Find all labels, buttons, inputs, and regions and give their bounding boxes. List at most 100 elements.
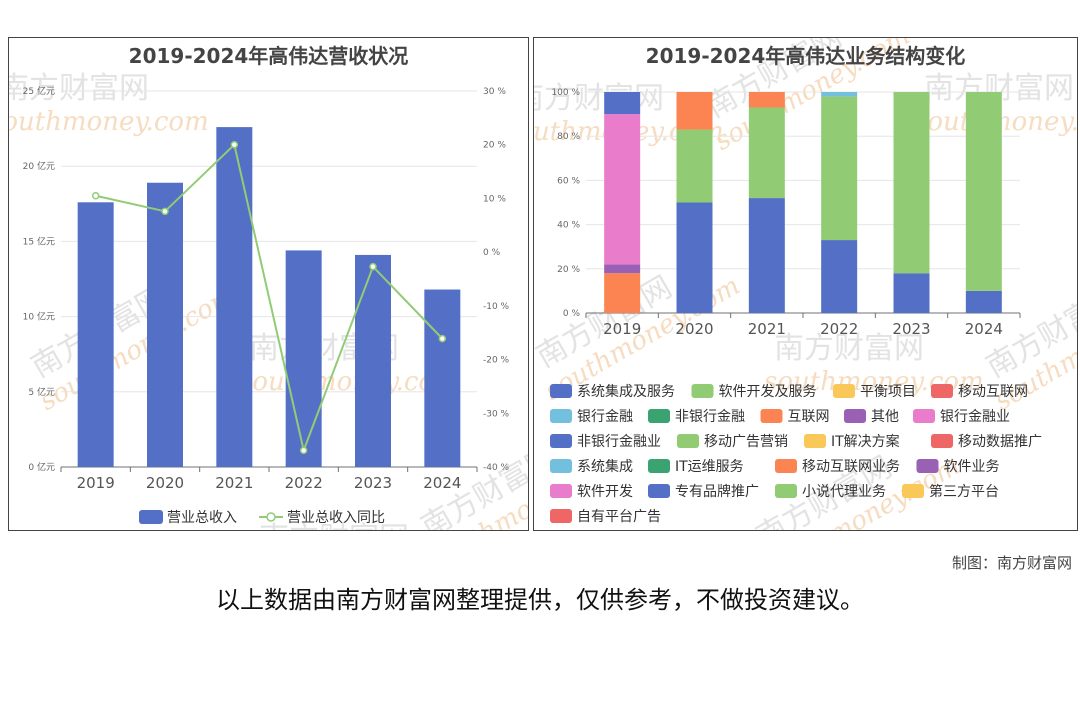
y-tick-label: 40 % [557,221,580,231]
legend-label: 软件开发及服务 [719,384,817,400]
legend-label: 小说代理业务 [802,484,886,500]
legend-swatch-revenue [139,510,163,524]
watermark-brand: 南方财富网 [534,81,664,116]
stack-segment [821,96,858,241]
stack-segment [893,273,930,313]
stack-segment [965,290,1002,313]
revenue-bar [77,202,114,467]
x-tick-label: 2021 [748,320,786,338]
revenue-bar [147,182,183,467]
revenue-chart: 南方财富网southmoney.com南方财富网southmoney.com南方… [9,71,528,530]
x-tick-label: 2023 [892,320,930,338]
legend-swatch [913,409,935,423]
legend-swatch [648,484,670,498]
y-left-tick-label: 5 亿元 [28,386,55,398]
legend-swatch [804,434,826,448]
revenue-bar [216,127,253,467]
legend-swatch [775,459,797,473]
watermark-brand: 南方财富网 [774,331,924,366]
y-tick-label: 80 % [557,132,580,142]
yoy-line [95,142,444,454]
legend-swatch [677,434,699,448]
yoy-point [91,191,100,200]
legend-label: 其他 [871,409,899,425]
x-tick-label: 2021 [215,474,253,492]
watermark-brand: 南方财富网 [9,71,149,106]
revenue-chart-title: 2019-2024年高伟达营收状况 [128,44,409,68]
legend-label: 银行金融 [577,409,633,425]
legend-swatch [550,409,572,423]
y-right-tick-label: -20 % [483,356,510,366]
stack-segment [676,92,713,130]
y-right-tick-label: 10 % [483,194,506,204]
y-tick-label: 20 % [557,265,580,275]
revenue-bar [355,254,391,467]
y-tick-label: 100 % [551,88,580,98]
stack-segment [604,273,641,313]
legend-label: 自有平台广告 [577,509,661,525]
legend-swatch [550,484,572,498]
disclaimer-text: 以上数据由南方财富网整理提供，仅供参考，不做投资建议。 [216,586,864,614]
revenue-bar [285,250,322,467]
legend-label: 非银行金融 [675,409,745,425]
y-right-tick-label: 0 % [483,248,501,258]
stack-segment [676,202,713,313]
legend-swatch [691,384,714,398]
yoy-point [369,262,377,271]
structure-chart: 南方财富网southmoney.com南方财富网southmoney.com南方… [534,38,1077,530]
legend-swatch [760,409,783,423]
stack-segment [748,198,785,313]
legend-label: IT运维服务 [675,459,744,475]
chart-credit: 制图：南方财富网 [951,554,1072,572]
y-right-tick-label: -40 % [483,463,510,473]
legend-swatch [550,509,572,523]
yoy-point [230,140,239,149]
legend-label: 系统集成及服务 [577,383,675,400]
legend-swatch [844,409,866,423]
y-left-tick-label: 15 亿元 [23,235,55,247]
x-tick-label: 2019 [603,320,641,338]
x-tick-label: 2020 [675,320,713,338]
stack-segment [604,114,641,265]
y-left-tick-label: 25 亿元 [23,85,55,97]
x-tick-label: 2019 [77,474,115,492]
stack-segment [748,92,785,108]
legend-label: 互联网 [788,409,830,425]
legend-label-revenue: 营业总收入 [167,510,237,526]
legend-label: 软件开发 [577,484,633,500]
legend-swatch [833,384,855,398]
watermark-latin: southmoney.com [9,107,209,137]
y-left-tick-label: 0 亿元 [28,461,55,473]
stack-segment [604,264,641,274]
legend-swatch [648,409,670,423]
stack-segment [821,92,858,97]
y-right-tick-label: 20 % [483,141,506,151]
legend-label: 银行金融业 [940,409,1010,425]
legend-label: 移动互联网业务 [802,459,900,475]
y-right-tick-label: 30 % [483,87,506,97]
legend-label: 移动数据推广 [958,434,1042,450]
yoy-point [438,334,447,343]
legend-swatch [550,384,572,398]
legend-label: 软件业务 [944,459,1000,475]
x-tick-label: 2023 [354,474,392,492]
x-tick-label: 2024 [965,320,1003,338]
yoy-point [299,446,308,455]
legend-marker-yoy [266,512,276,522]
legend-label: 系统集成 [577,458,633,475]
x-tick-label: 2022 [285,474,323,492]
structure-chart-title: 2019-2024年高伟达业务结构变化 [645,44,966,68]
stack-segment [821,240,858,313]
revenue-bar [424,289,461,467]
revenue-chart-panel: 南方财富网southmoney.com南方财富网southmoney.com南方… [8,37,529,531]
legend-swatch [902,484,924,498]
legend-swatch [550,434,572,448]
legend-label: IT解决方案 [831,433,900,450]
y-right-tick-label: -10 % [483,302,510,312]
y-left-tick-label: 10 亿元 [23,311,55,323]
y-left-tick-label: 20 亿元 [23,160,55,172]
legend-label: 专有品牌推广 [675,483,759,500]
structure-chart-panel: 南方财富网southmoney.com南方财富网southmoney.com南方… [533,37,1078,531]
legend-label-yoy: 营业总收入同比 [287,510,385,526]
x-tick-label: 2024 [423,474,461,492]
